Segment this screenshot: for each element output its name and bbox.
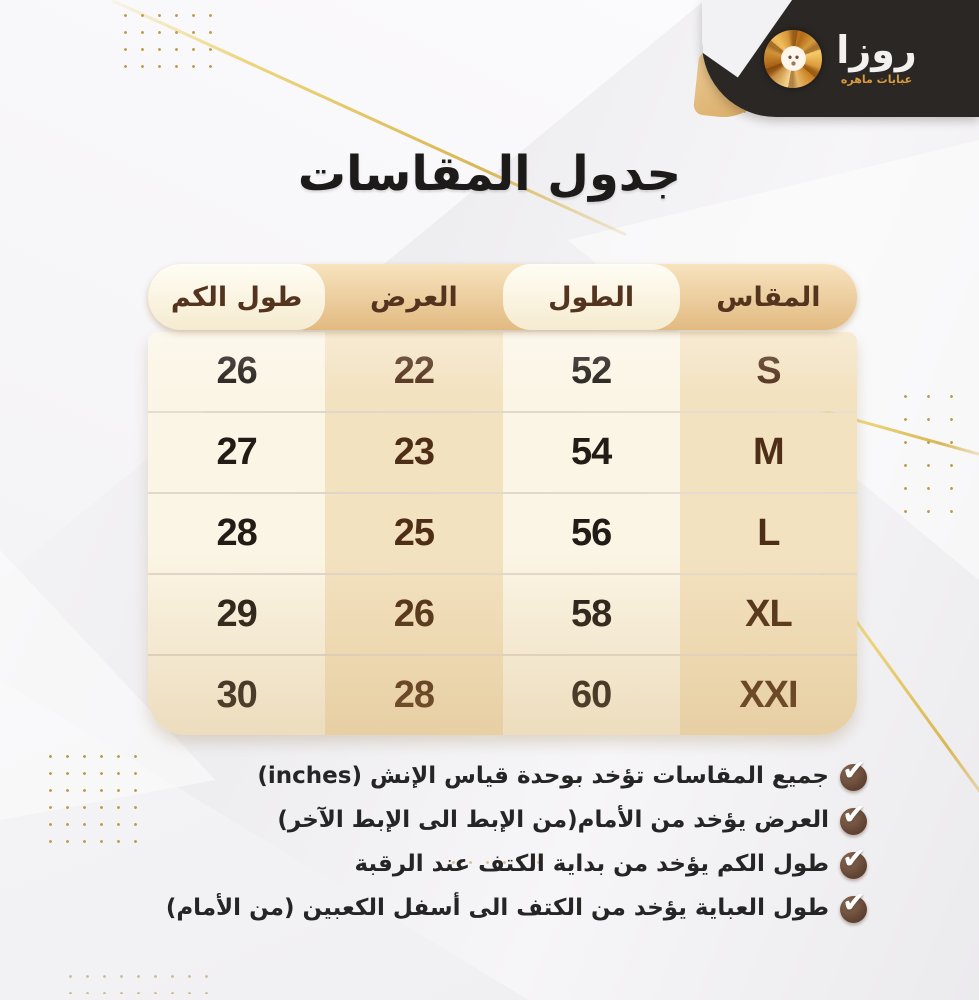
size-cell: S — [679, 332, 857, 411]
table-row: M 54 23 27 — [148, 411, 857, 492]
size-cell: XXI — [679, 656, 857, 735]
value-cell: 26 — [148, 332, 326, 411]
check-icon: ✔ — [839, 753, 869, 792]
value-cell: 29 — [148, 575, 326, 654]
table-body: S 52 22 26 M 54 23 27 L 56 25 28 XL 58 26 29 XXI 60 28 30 — [148, 332, 857, 735]
size-table: المقاس الطول العرض طول الكم S 52 22 26 M 54 23… — [148, 264, 857, 735]
value-cell: 58 — [502, 575, 680, 654]
note-text: طول العباية يؤخد من الكتف الى أسفل الكعب… — [165, 895, 829, 921]
size-cell: L — [679, 494, 857, 573]
brand-text: روزا عبايات ماهره — [836, 28, 917, 86]
value-cell: 23 — [325, 413, 503, 492]
table-row: XXI 60 28 30 — [148, 654, 857, 735]
header-size: المقاس — [716, 281, 821, 313]
value-cell: 54 — [502, 413, 680, 492]
brand-name: روزا — [836, 28, 917, 73]
check-icon: ✔ — [839, 841, 869, 880]
value-cell: 56 — [502, 494, 680, 573]
logo-face — [780, 45, 807, 72]
table-row: XL 58 26 29 — [148, 573, 857, 654]
header-width: العرض — [370, 281, 458, 313]
notes-list: ✔ جميع المقاسات تؤخد بوحدة قياس الإنش (i… — [30, 753, 869, 924]
rose-swirl-logo-icon — [764, 29, 823, 88]
value-cell: 52 — [502, 332, 680, 411]
table-row: L 56 25 28 — [148, 492, 857, 573]
dot-grid-top — [117, 7, 221, 73]
note-text: العرض يؤخد من الأمام(من الإبط الى الإبط … — [277, 807, 829, 833]
size-cell: M — [679, 413, 857, 492]
brand-tagline: عبايات ماهره — [840, 72, 913, 86]
brand-badge: روزا عبايات ماهره — [702, 0, 979, 117]
header-length: الطول — [502, 264, 680, 330]
header-sleeve: طول الكم — [148, 264, 326, 330]
table-header-row: المقاس الطول العرض طول الكم — [148, 264, 857, 330]
value-cell: 30 — [148, 656, 326, 735]
note-item: ✔ جميع المقاسات تؤخد بوحدة قياس الإنش (i… — [257, 753, 869, 792]
note-text: طول الكم يؤخد من بداية الكتف عند الرقبة — [354, 851, 829, 877]
size-cell: XL — [679, 575, 857, 654]
page-title: جدول المقاسات — [297, 146, 682, 202]
value-cell: 25 — [325, 494, 503, 573]
note-item: ✔ طول العباية يؤخد من الكتف الى أسفل الك… — [165, 885, 869, 924]
value-cell: 22 — [325, 332, 503, 411]
value-cell: 60 — [502, 656, 680, 735]
value-cell: 26 — [325, 575, 503, 654]
check-icon: ✔ — [839, 885, 869, 924]
value-cell: 28 — [325, 656, 503, 735]
note-item: ✔ العرض يؤخد من الأمام(من الإبط الى الإب… — [277, 797, 869, 836]
table-row: S 52 22 26 — [148, 332, 857, 411]
dot-grid-right — [894, 385, 958, 513]
note-text: جميع المقاسات تؤخد بوحدة قياس الإنش (inc… — [257, 763, 829, 789]
dot-grid-footer — [62, 968, 210, 994]
value-cell: 27 — [148, 413, 326, 492]
value-cell: 28 — [148, 494, 326, 573]
note-item: ✔ طول الكم يؤخد من بداية الكتف عند الرقب… — [354, 841, 869, 880]
check-icon: ✔ — [839, 797, 869, 836]
